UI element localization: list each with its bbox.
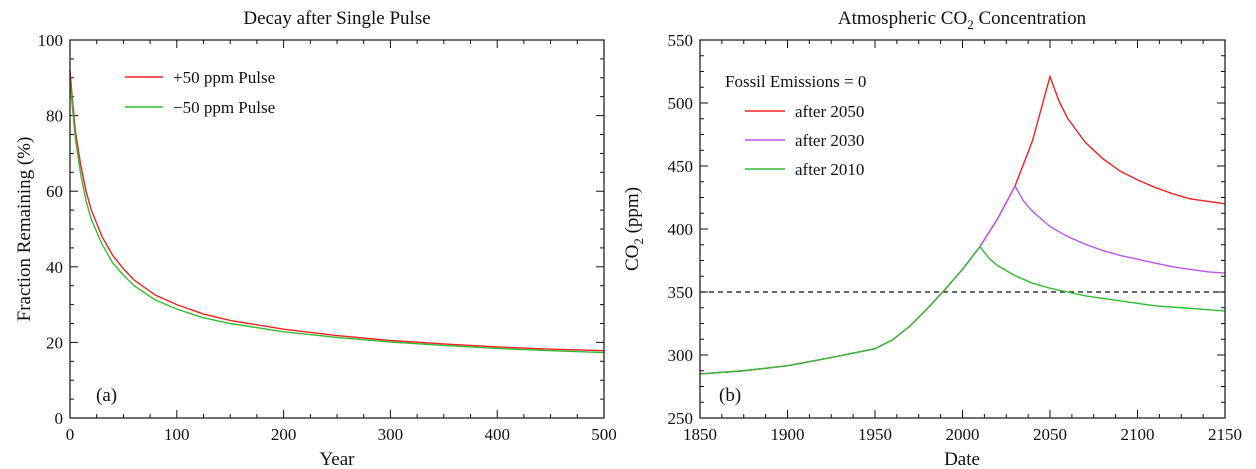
y-tick-label-a: 0 [55, 409, 64, 428]
y-tick-label-a: 100 [38, 31, 64, 50]
plot-frame-a [69, 39, 605, 419]
y-tick-label-b: 400 [668, 220, 694, 239]
y-tick-label-a: 40 [46, 258, 63, 277]
x-axis-label-b: Date [944, 449, 980, 469]
chart-title-b-suffix: Concentration [974, 8, 1087, 29]
x-tick-label-a: 300 [378, 425, 404, 444]
y-tick-label-b: 550 [668, 31, 694, 50]
legend-label-b-0: after 2050 [795, 102, 864, 121]
x-tick-label-b: 1950 [858, 425, 892, 444]
series-line-b-0 [699, 74, 1226, 375]
chart-title-a: Decay after Single Pulse [243, 8, 430, 29]
chart-panel-b: Atmospheric CO2 Concentration Date CO2 (… [622, 8, 1242, 469]
x-tick-label-b: 2000 [946, 425, 980, 444]
legend-a: +50 ppm Pulse −50 ppm Pulse [125, 68, 275, 117]
y-tick-label-b: 350 [668, 283, 694, 302]
x-tick-label-a: 200 [271, 425, 297, 444]
x-tick-label-a: 0 [66, 425, 75, 444]
x-tick-label-b: 2050 [1033, 425, 1067, 444]
y-tick-label-b: 450 [668, 157, 694, 176]
y-tick-label-a: 20 [46, 333, 63, 352]
legend-label-b-2: after 2010 [795, 160, 864, 179]
legend-label-a-0: +50 ppm Pulse [173, 68, 275, 87]
chart-title-b: Atmospheric CO2 Concentration [838, 8, 1087, 32]
series-line-a-1 [69, 77, 605, 354]
y-axis-label-b-subscript: 2 [631, 238, 646, 245]
series-line-b-2 [699, 245, 1226, 375]
x-tick-label-b: 2100 [1121, 425, 1155, 444]
axis-ticks-b: 1850 1900 1950 2000 2050 2100 2150 250 300 350 400… [668, 31, 1243, 444]
chart-title-b-subscript: 2 [967, 17, 974, 32]
series-line-a-0 [69, 70, 605, 352]
chart-title-b-main: Atmospheric CO [838, 8, 967, 29]
x-tick-label-a: 400 [484, 425, 510, 444]
x-tick-label-b: 2150 [1208, 425, 1242, 444]
legend-b: Fossil Emissions = 0 after 2050 after 2030… [725, 72, 866, 179]
series-group-a [69, 70, 605, 354]
panel-label-a: (a) [96, 385, 117, 406]
y-tick-label-b: 250 [668, 409, 694, 428]
legend-title-b: Fossil Emissions = 0 [725, 72, 866, 91]
y-axis-label-b-suffix: (ppm) [622, 187, 643, 238]
y-tick-label-b: 300 [668, 346, 694, 365]
x-tick-label-a: 500 [591, 425, 617, 444]
y-tick-label-a: 80 [46, 107, 63, 126]
y-tick-label-a: 60 [46, 182, 63, 201]
axis-ticks-a: 0 100 200 300 400 500 0 20 40 60 80 100 [38, 31, 617, 444]
plot-frame-b [699, 39, 1226, 419]
x-axis-label-a: Year [319, 449, 355, 469]
x-tick-label-b: 1850 [683, 425, 717, 444]
chart-panel-a: Decay after Single Pulse Year Fraction R… [14, 8, 617, 469]
series-line-b-1 [699, 184, 1226, 375]
x-tick-label-b: 1900 [771, 425, 805, 444]
y-axis-label-b-main: CO [622, 245, 643, 271]
y-tick-label-b: 500 [668, 94, 694, 113]
series-group-b [699, 74, 1226, 375]
panel-label-b: (b) [719, 385, 741, 406]
legend-label-a-1: −50 ppm Pulse [173, 98, 275, 117]
y-axis-label-a: Fraction Remaining (%) [14, 137, 35, 322]
legend-label-b-1: after 2030 [795, 131, 864, 150]
y-axis-label-b: CO2 (ppm) [622, 187, 646, 271]
x-tick-label-a: 100 [164, 425, 190, 444]
